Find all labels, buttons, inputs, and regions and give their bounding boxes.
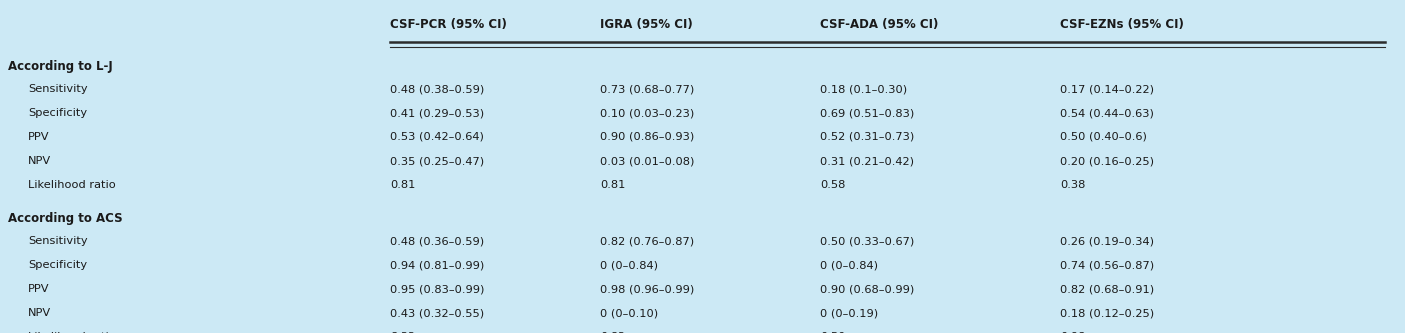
Text: 0.90 (0.86–0.93): 0.90 (0.86–0.93)	[600, 132, 694, 142]
Text: 0.26 (0.19–0.34): 0.26 (0.19–0.34)	[1059, 236, 1154, 246]
Text: 0.31 (0.21–0.42): 0.31 (0.21–0.42)	[821, 156, 915, 166]
Text: 0.81: 0.81	[600, 180, 625, 190]
Text: 0.82 (0.68–0.91): 0.82 (0.68–0.91)	[1059, 284, 1154, 294]
Text: 0.82 (0.76–0.87): 0.82 (0.76–0.87)	[600, 236, 694, 246]
Text: 0.20 (0.16–0.25): 0.20 (0.16–0.25)	[1059, 156, 1154, 166]
Text: NPV: NPV	[28, 308, 51, 318]
Text: 0.52 (0.31–0.73): 0.52 (0.31–0.73)	[821, 132, 915, 142]
Text: 0.03 (0.01–0.08): 0.03 (0.01–0.08)	[600, 156, 694, 166]
Text: 8.32: 8.32	[391, 332, 416, 333]
Text: 0.74 (0.56–0.87): 0.74 (0.56–0.87)	[1059, 260, 1154, 270]
Text: 0.41 (0.29–0.53): 0.41 (0.29–0.53)	[391, 108, 485, 118]
Text: 0 (0–0.84): 0 (0–0.84)	[600, 260, 658, 270]
Text: Specificity: Specificity	[28, 108, 87, 118]
Text: 0.81: 0.81	[391, 180, 416, 190]
Text: Sensitivity: Sensitivity	[28, 236, 87, 246]
Text: According to L-J: According to L-J	[8, 60, 112, 73]
Text: 0.50 (0.40–0.6): 0.50 (0.40–0.6)	[1059, 132, 1146, 142]
Text: 0.58: 0.58	[821, 180, 846, 190]
Text: IGRA (95% CI): IGRA (95% CI)	[600, 18, 693, 31]
Text: CSF-PCR (95% CI): CSF-PCR (95% CI)	[391, 18, 507, 31]
Text: CSF-EZNs (95% CI): CSF-EZNs (95% CI)	[1059, 18, 1184, 31]
Text: PPV: PPV	[28, 284, 49, 294]
Text: 0.95 (0.83–0.99): 0.95 (0.83–0.99)	[391, 284, 485, 294]
Text: 0.17 (0.14–0.22): 0.17 (0.14–0.22)	[1059, 84, 1154, 94]
Text: Sensitivity: Sensitivity	[28, 84, 87, 94]
Text: 0 (0–0.84): 0 (0–0.84)	[821, 260, 878, 270]
Text: CSF-ADA (95% CI): CSF-ADA (95% CI)	[821, 18, 939, 31]
Text: 0.18 (0.12–0.25): 0.18 (0.12–0.25)	[1059, 308, 1154, 318]
Text: PPV: PPV	[28, 132, 49, 142]
Text: Likelihood ratio: Likelihood ratio	[28, 180, 115, 190]
Text: 0.43 (0.32–0.55): 0.43 (0.32–0.55)	[391, 308, 485, 318]
Text: 0.10 (0.03–0.23): 0.10 (0.03–0.23)	[600, 108, 694, 118]
Text: Specificity: Specificity	[28, 260, 87, 270]
Text: Likelihood ratio: Likelihood ratio	[28, 332, 115, 333]
Text: 0.38: 0.38	[1059, 180, 1086, 190]
Text: 0.90 (0.68–0.99): 0.90 (0.68–0.99)	[821, 284, 915, 294]
Text: 0.50: 0.50	[821, 332, 846, 333]
Text: 0.48 (0.36–0.59): 0.48 (0.36–0.59)	[391, 236, 485, 246]
Text: 0 (0–0.19): 0 (0–0.19)	[821, 308, 878, 318]
Text: 0.98 (0.96–0.99): 0.98 (0.96–0.99)	[600, 284, 694, 294]
Text: 0.50 (0.33–0.67): 0.50 (0.33–0.67)	[821, 236, 915, 246]
Text: 0.69 (0.51–0.83): 0.69 (0.51–0.83)	[821, 108, 915, 118]
Text: 0.35 (0.25–0.47): 0.35 (0.25–0.47)	[391, 156, 485, 166]
Text: 0.54 (0.44–0.63): 0.54 (0.44–0.63)	[1059, 108, 1154, 118]
Text: According to ACS: According to ACS	[8, 212, 122, 225]
Text: NPV: NPV	[28, 156, 51, 166]
Text: 0.94 (0.81–0.99): 0.94 (0.81–0.99)	[391, 260, 485, 270]
Text: 0 (0–0.10): 0 (0–0.10)	[600, 308, 658, 318]
Text: 0.82: 0.82	[600, 332, 625, 333]
Text: 0.18 (0.1–0.30): 0.18 (0.1–0.30)	[821, 84, 908, 94]
Text: 0.73 (0.68–0.77): 0.73 (0.68–0.77)	[600, 84, 694, 94]
Text: 0.98: 0.98	[1059, 332, 1086, 333]
Text: 0.48 (0.38–0.59): 0.48 (0.38–0.59)	[391, 84, 485, 94]
Text: 0.53 (0.42–0.64): 0.53 (0.42–0.64)	[391, 132, 483, 142]
